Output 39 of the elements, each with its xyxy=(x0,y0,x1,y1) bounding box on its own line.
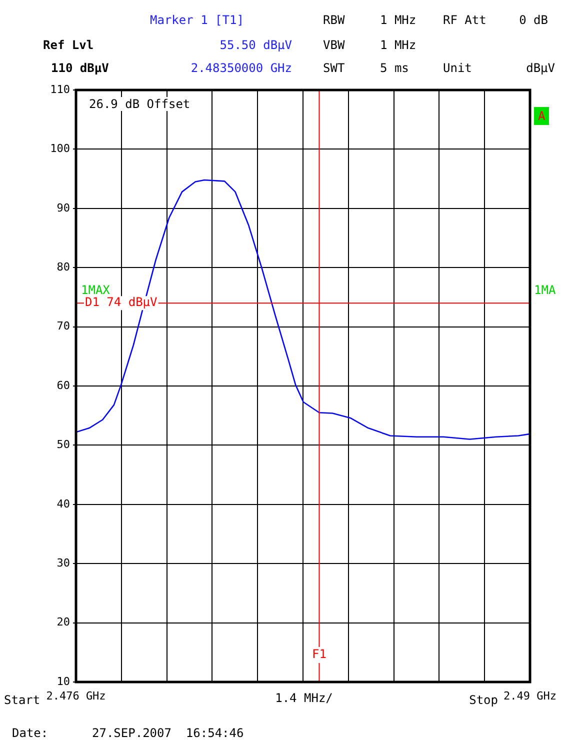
y-tick-label: 60 xyxy=(56,378,70,392)
text: Stop xyxy=(469,693,498,707)
annotation: 1MAX xyxy=(81,283,110,297)
text: RF Att xyxy=(443,13,486,27)
y-tick-label: 80 xyxy=(56,260,70,274)
text: Start xyxy=(4,693,40,707)
y-tick-label: 30 xyxy=(56,556,70,570)
text: 1MA xyxy=(534,283,556,297)
text: SWT xyxy=(323,61,345,75)
ref-line-label: F1 xyxy=(312,647,326,662)
y-tick-label: 10 xyxy=(56,674,70,688)
text: RBW xyxy=(323,13,345,27)
annotation: 26.9 dB Offset xyxy=(88,97,192,111)
text: A xyxy=(534,107,550,125)
text: Ref Lvl xyxy=(43,38,94,52)
text: dBµV xyxy=(526,61,555,75)
y-tick-label: 100 xyxy=(50,142,70,156)
y-tick-label: 110 xyxy=(50,82,70,96)
text: Marker 1 [T1] xyxy=(150,13,244,27)
y-tick-label: 50 xyxy=(56,438,70,452)
text: Unit xyxy=(443,61,472,75)
text: 55.50 dBµV xyxy=(220,38,292,52)
y-tick-label: 70 xyxy=(56,320,70,333)
text: 0 dB xyxy=(519,13,548,27)
x-axis-title: 1.4 MHz/ xyxy=(275,691,333,705)
ref-line-label: D1 74 dBµV xyxy=(85,295,158,310)
text: 1 MHz xyxy=(380,38,416,52)
x-tick-label: 2.49 GHz xyxy=(504,689,556,702)
text: 5 ms xyxy=(380,61,409,75)
text: Date: xyxy=(12,726,48,740)
y-tick-label: 40 xyxy=(56,497,70,510)
text: 1 MHz xyxy=(380,13,416,27)
text: 2.48350000 GHz xyxy=(190,61,292,75)
text: 110 dBµV xyxy=(51,61,109,75)
x-tick-label: 2.476 GHz xyxy=(46,689,106,702)
y-tick-label: 90 xyxy=(56,201,70,214)
text: 27.SEP.2007 16:54:46 xyxy=(92,726,244,740)
text: VBW xyxy=(323,38,345,52)
y-tick-label: 20 xyxy=(56,616,70,629)
